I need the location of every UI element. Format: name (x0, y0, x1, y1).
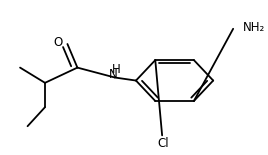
Text: Cl: Cl (158, 137, 169, 150)
Text: N: N (109, 68, 118, 81)
Text: H: H (112, 63, 120, 76)
Text: NH₂: NH₂ (243, 21, 265, 34)
Text: O: O (53, 36, 63, 49)
